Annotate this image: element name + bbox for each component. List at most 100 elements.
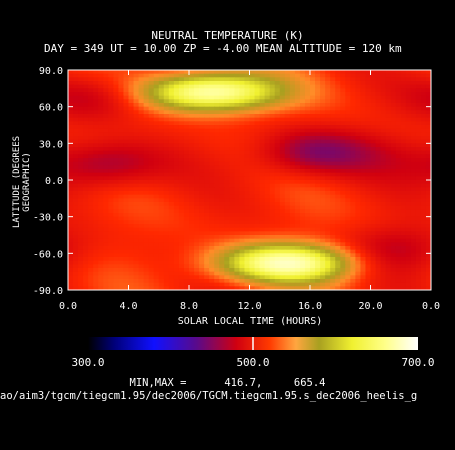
field-cell <box>229 282 235 287</box>
field-cell <box>93 279 99 284</box>
field-cell <box>375 249 382 254</box>
field-cell <box>350 110 356 115</box>
field-cell <box>400 117 407 122</box>
field-cell <box>118 183 125 188</box>
field-cell <box>400 260 407 265</box>
field-cell <box>118 242 125 247</box>
field-cell <box>320 282 326 287</box>
field-cell <box>310 180 316 185</box>
field-cell <box>98 202 104 207</box>
field-cell <box>315 191 321 196</box>
field-cell <box>390 161 397 166</box>
field-cell <box>264 150 271 155</box>
field-cell <box>299 227 306 232</box>
field-cell <box>214 147 220 152</box>
field-cell <box>168 227 175 232</box>
field-cell <box>93 147 99 152</box>
field-cell <box>254 249 261 254</box>
field-cell <box>214 139 220 144</box>
field-cell <box>269 176 276 181</box>
field-cell <box>118 106 125 111</box>
field-cell <box>199 220 205 225</box>
field-cell <box>234 165 241 170</box>
field-cell <box>410 238 417 243</box>
field-cell <box>194 154 200 159</box>
field-cell <box>310 205 316 210</box>
field-cell <box>163 172 170 177</box>
field-cell <box>294 187 301 192</box>
field-cell <box>173 253 180 258</box>
field-cell <box>340 180 346 185</box>
field-cell <box>219 77 225 82</box>
field-cell <box>73 275 79 280</box>
field-cell <box>405 224 412 229</box>
field-cell <box>315 279 321 284</box>
x-tick-label: 0.0 <box>59 301 77 312</box>
field-cell <box>249 92 256 97</box>
field-cell <box>93 198 99 203</box>
field-cell <box>330 275 336 280</box>
field-cell <box>244 249 251 254</box>
field-cell <box>168 99 175 104</box>
field-cell <box>83 224 89 229</box>
field-cell <box>118 150 125 155</box>
field-cell <box>289 161 296 166</box>
field-cell <box>350 238 356 243</box>
field-cell <box>345 205 351 210</box>
field-cell <box>123 279 130 284</box>
field-cell <box>294 136 301 141</box>
field-cell <box>335 282 341 287</box>
field-cell <box>254 183 261 188</box>
field-cell <box>249 128 256 133</box>
field-cell <box>400 114 407 119</box>
field-cell <box>93 165 99 170</box>
field-cell <box>350 172 356 177</box>
field-cell <box>83 158 89 163</box>
field-cell <box>93 150 99 155</box>
field-cell <box>73 191 79 196</box>
field-cell <box>123 249 130 254</box>
field-cell <box>415 176 422 181</box>
field-cell <box>385 246 392 251</box>
field-cell <box>320 125 326 130</box>
field-cell <box>304 224 311 229</box>
field-cell <box>173 84 180 89</box>
field-cell <box>259 84 266 89</box>
field-cell <box>335 158 341 163</box>
field-cell <box>234 114 241 119</box>
field-cell <box>345 176 351 181</box>
field-cell <box>173 106 180 111</box>
field-cell <box>385 158 392 163</box>
field-cell <box>365 264 372 269</box>
field-cell <box>410 154 417 159</box>
field-cell <box>189 176 195 181</box>
field-cell <box>350 271 356 276</box>
field-cell <box>214 84 220 89</box>
field-cell <box>118 246 125 251</box>
field-cell <box>158 84 165 89</box>
field-cell <box>88 246 94 251</box>
field-cell <box>148 253 155 258</box>
field-cell <box>315 242 321 247</box>
field-cell <box>425 268 431 273</box>
field-cell <box>274 180 281 185</box>
field-cell <box>310 70 316 75</box>
field-cell <box>209 235 215 240</box>
field-cell <box>229 264 235 269</box>
field-cell <box>325 136 331 141</box>
field-cell <box>244 209 251 214</box>
field-cell <box>103 114 109 119</box>
field-cell <box>83 81 89 86</box>
field-cell <box>68 235 74 240</box>
field-cell <box>219 161 225 166</box>
field-cell <box>229 106 235 111</box>
field-cell <box>380 92 387 97</box>
field-cell <box>325 216 331 221</box>
field-cell <box>294 73 301 78</box>
field-cell <box>229 77 235 82</box>
field-cell <box>128 154 135 159</box>
field-cell <box>78 92 84 97</box>
field-cell <box>83 282 89 287</box>
field-cell <box>194 117 200 122</box>
field-cell <box>254 106 261 111</box>
